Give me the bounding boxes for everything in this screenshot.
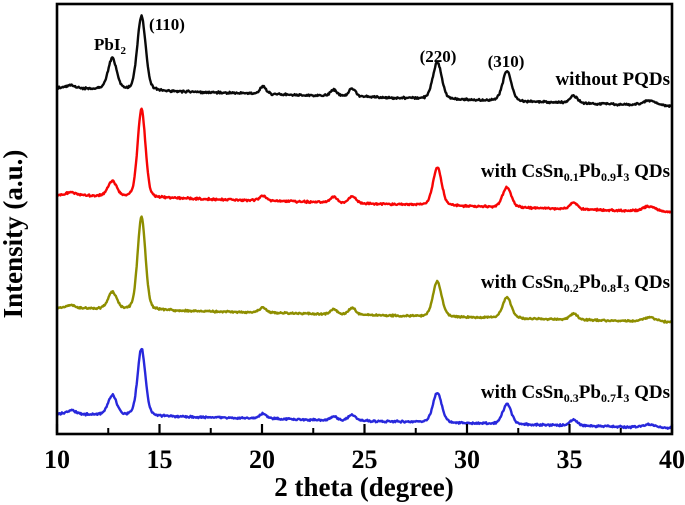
x-axis-title: 2 theta (degree): [274, 472, 453, 502]
trace-layer: [57, 14, 672, 430]
peak-annotation-p310: (310): [488, 52, 525, 71]
x-axis-tick-labels: 10 15 20 25 30 35 40: [44, 445, 685, 474]
plot-border: [55, 2, 674, 436]
series-label-0: without PQDs: [555, 69, 670, 90]
series-label-3: with CsSn0.3Pb0.7I3 QDs: [481, 382, 670, 405]
x-tick-label: 25: [352, 445, 378, 474]
peak-annotations: PbI2 (110) (220) (310): [94, 15, 524, 71]
x-tick-label: 40: [659, 445, 685, 474]
xrd-trace-3: [57, 347, 672, 430]
series-label-2: with CsSn0.2Pb0.8I3 QDs: [481, 272, 670, 295]
x-tick-label: 20: [249, 445, 275, 474]
peak-annotation-p110: (110): [149, 15, 185, 34]
x-tick-label: 35: [557, 445, 583, 474]
x-tick-label: 15: [147, 445, 173, 474]
peak-annotation-pbi2: PbI2: [94, 35, 126, 57]
xrd-trace-2: [57, 215, 672, 324]
plot-frame: [55, 2, 674, 436]
series-label-1: with CsSn0.1Pb0.9I3 QDs: [481, 161, 670, 184]
y-axis-title: Intensity (a.u.): [0, 150, 28, 319]
x-tick-label: 30: [454, 445, 480, 474]
x-axis-ticks: [55, 424, 674, 433]
xrd-trace-0: [57, 14, 672, 108]
x-tick-label: 10: [44, 445, 70, 474]
peak-annotation-p220: (220): [420, 47, 457, 66]
series-labels: without PQDs with CsSn0.1Pb0.9I3 QDs with …: [481, 69, 670, 405]
xrd-trace-1: [57, 107, 672, 214]
